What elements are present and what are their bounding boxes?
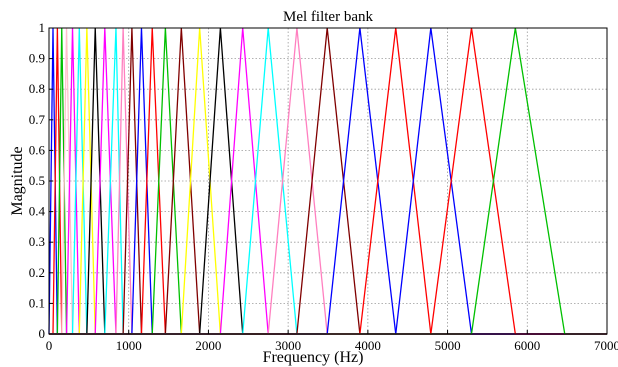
x-axis-label: Frequency (Hz)	[263, 349, 364, 366]
y-tick-label: 0.1	[29, 295, 45, 310]
y-tick-label: 0.4	[29, 204, 46, 219]
y-tick-label: 0.3	[29, 234, 45, 249]
x-tick-label: 3000	[275, 338, 301, 353]
y-tick-label: 0.8	[29, 81, 45, 96]
x-tick-label: 5000	[435, 338, 461, 353]
axis-ticks: 0 1000 2000 3000 4000 5000 6000 7000 0 0.1 0.2 0.3 0…	[29, 20, 618, 353]
chart-title: Mel filter bank	[283, 9, 373, 25]
x-tick-label: 0	[46, 338, 53, 353]
x-tick-label: 4000	[355, 338, 381, 353]
y-tick-label: 1	[39, 20, 46, 35]
plot-area-background	[49, 28, 607, 334]
x-tick-label: 6000	[514, 338, 540, 353]
x-tick-label: 7000	[594, 338, 618, 353]
y-tick-label: 0	[39, 326, 46, 341]
y-tick-label: 0.2	[29, 265, 45, 280]
y-tick-label: 0.6	[29, 142, 46, 157]
y-tick-label: 0.7	[29, 112, 46, 127]
x-tick-label: 2000	[195, 338, 221, 353]
x-tick-label: 1000	[116, 338, 142, 353]
y-axis-label: Magnitude	[9, 146, 26, 215]
y-tick-label: 0.9	[29, 51, 45, 66]
y-tick-label: 0.5	[29, 173, 45, 188]
